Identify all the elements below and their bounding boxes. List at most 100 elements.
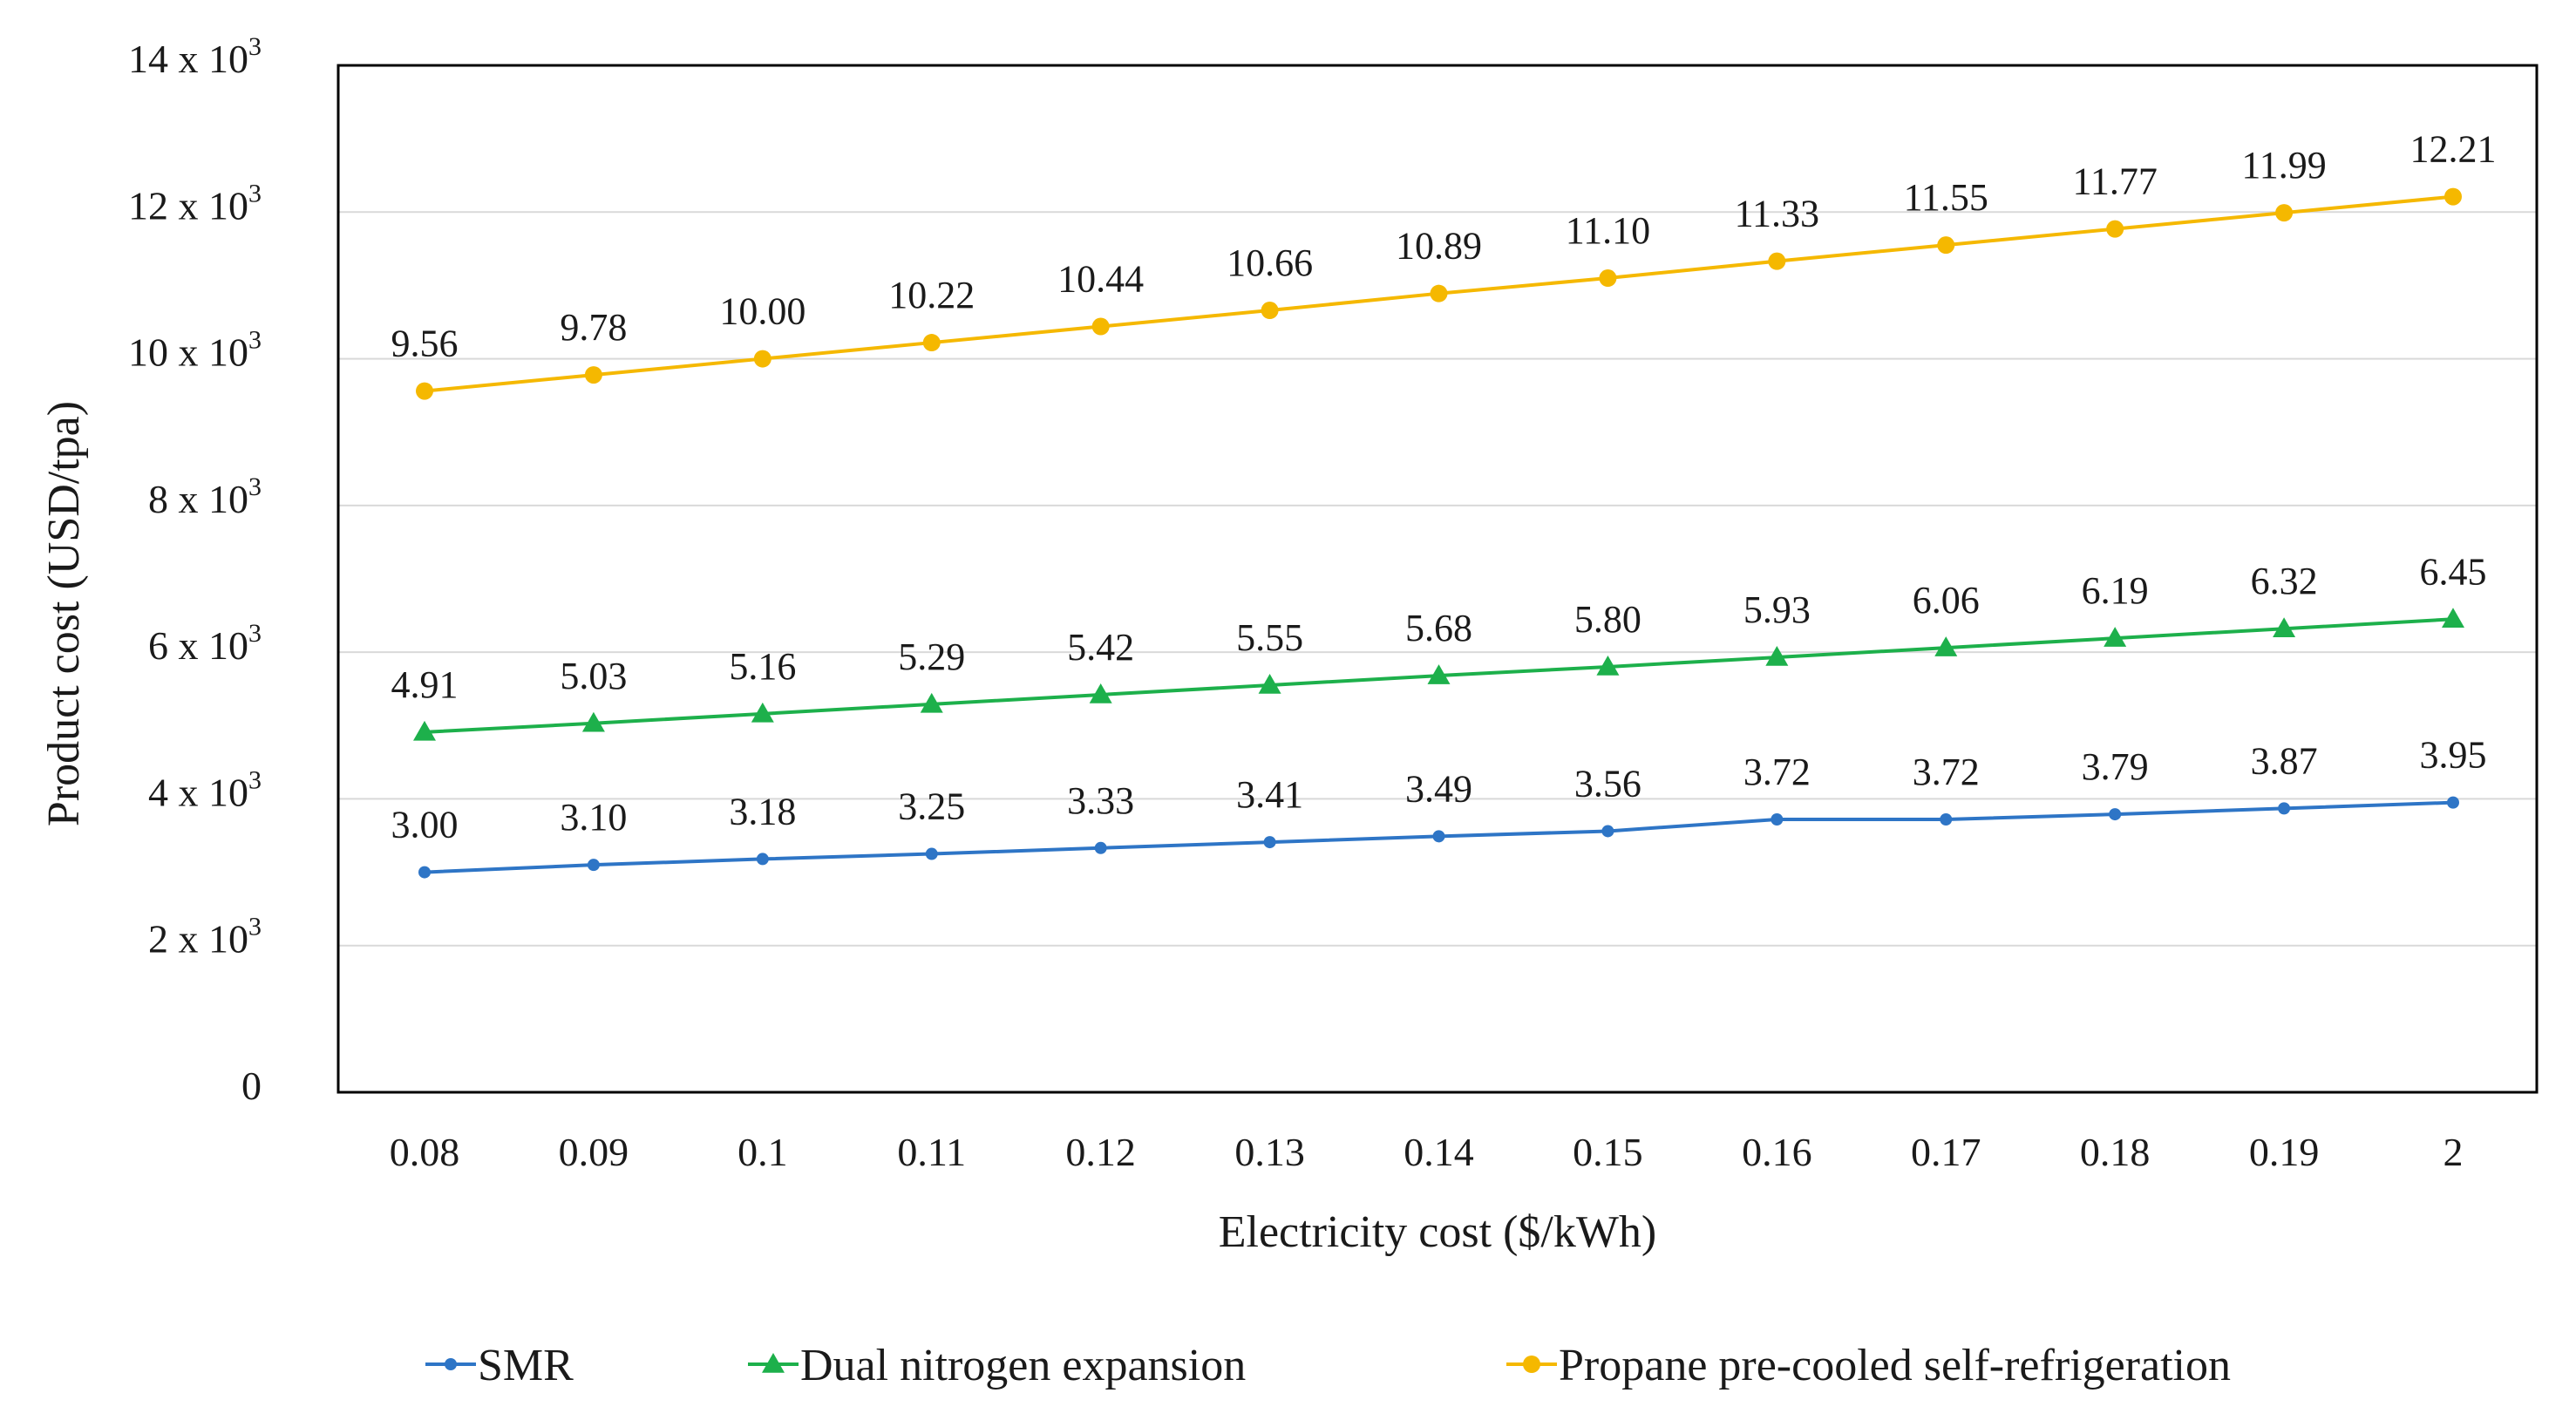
data-label: 3.72 <box>1913 751 1980 793</box>
data-point <box>1599 269 1617 288</box>
data-label: 3.00 <box>391 804 459 846</box>
data-point <box>2442 608 2464 629</box>
y-axis-title: Product cost (USD/tpa) <box>39 401 89 826</box>
data-point <box>920 692 943 713</box>
legend-marker <box>445 1358 457 1370</box>
x-axis-title: Electricity cost ($/kWh) <box>1219 1207 1656 1257</box>
data-point <box>587 859 600 872</box>
legend-entry: SMR <box>425 1341 574 1390</box>
data-label: 5.03 <box>560 655 627 697</box>
data-point <box>751 702 774 723</box>
data-label: 9.56 <box>391 323 459 365</box>
data-point <box>413 720 436 741</box>
data-label: 3.95 <box>2420 734 2487 777</box>
legend: SMR Dual nitrogen expansion Propane pre-co… <box>425 1341 2231 1390</box>
y-axis-ticks: 0 2 x 103 4 x 103 6 x 103 8 x 103 10 x 103 12 … <box>128 32 262 1108</box>
data-point <box>2278 802 2291 815</box>
y-tick-label: 0 <box>241 1063 262 1108</box>
x-tick-label: 0.11 <box>897 1130 966 1174</box>
series-1 <box>418 796 2459 879</box>
data-point <box>1940 812 1953 826</box>
data-point <box>584 366 602 384</box>
data-label: 9.78 <box>560 306 627 349</box>
data-point <box>1261 302 1279 320</box>
data-label: 3.41 <box>1236 773 1303 816</box>
data-point <box>581 711 605 732</box>
data-label: 3.87 <box>2251 739 2318 782</box>
data-label: 3.56 <box>1574 762 1641 805</box>
x-tick-label: 0.08 <box>390 1130 460 1174</box>
data-point <box>925 847 938 860</box>
data-label: 6.32 <box>2251 560 2318 602</box>
data-point <box>922 334 941 352</box>
x-tick-label: 0.19 <box>2249 1130 2320 1174</box>
data-label: 11.33 <box>1735 193 1819 235</box>
data-point <box>2106 220 2124 238</box>
y-tick-label: 4 x 103 <box>148 765 262 814</box>
y-tick-label: 10 x 103 <box>128 326 262 375</box>
data-label: 5.68 <box>1405 607 1472 649</box>
data-label: 3.18 <box>729 790 796 832</box>
x-tick-label: 0.15 <box>1573 1130 1643 1174</box>
legend-label: Dual nitrogen expansion <box>800 1341 1246 1390</box>
data-labels: 3.00 3.10 3.18 3.25 3.33 3.41 3.49 3.56 3.72 3.72… <box>391 128 2497 846</box>
data-label: 3.33 <box>1067 779 1134 822</box>
data-point <box>1263 836 1276 849</box>
data-point <box>1768 252 1786 270</box>
data-label: 3.72 <box>1743 751 1811 793</box>
data-label: 3.25 <box>898 785 965 828</box>
x-tick-label: 0.12 <box>1065 1130 1136 1174</box>
data-label: 10.66 <box>1227 241 1313 284</box>
x-tick-label: 0.16 <box>1742 1130 1812 1174</box>
data-point <box>1427 664 1451 684</box>
y-tick-label: 6 x 103 <box>148 619 262 668</box>
data-point <box>1937 236 1955 255</box>
data-label: 5.16 <box>729 645 796 688</box>
data-label: 3.49 <box>1405 767 1472 810</box>
legend-entry: Propane pre-cooled self-refrigeration <box>1506 1341 2231 1390</box>
plot-area-frame <box>336 64 2539 1094</box>
data-point <box>1596 655 1620 676</box>
data-label: 10.00 <box>719 290 805 333</box>
data-point <box>2104 627 2127 647</box>
data-point <box>2444 187 2462 206</box>
data-label: 10.44 <box>1057 258 1144 301</box>
data-point <box>2275 204 2294 222</box>
data-label: 5.93 <box>1743 588 1811 631</box>
data-point <box>1765 646 1789 666</box>
data-point <box>2447 796 2459 809</box>
data-label: 6.45 <box>2420 550 2487 593</box>
x-tick-label: 0.09 <box>559 1130 629 1174</box>
data-point <box>756 853 769 866</box>
y-tick-label: 14 x 103 <box>128 32 262 81</box>
data-label: 11.77 <box>2072 160 2157 203</box>
data-point <box>1771 812 1784 826</box>
data-point <box>418 866 431 879</box>
gridlines <box>338 211 2537 947</box>
x-tick-label: 0.14 <box>1404 1130 1474 1174</box>
series-lines <box>413 187 2464 879</box>
data-label: 5.42 <box>1067 626 1134 669</box>
y-tick-label: 12 x 103 <box>128 179 262 228</box>
x-tick-label: 0.13 <box>1234 1130 1305 1174</box>
y-tick-label: 8 x 103 <box>148 472 262 521</box>
data-label: 3.79 <box>2082 745 2149 788</box>
legend-entry: Dual nitrogen expansion <box>748 1341 1246 1390</box>
data-label: 10.22 <box>888 274 975 316</box>
x-tick-label: 0.17 <box>1911 1130 1981 1174</box>
data-point <box>2273 617 2296 637</box>
data-point <box>1601 825 1614 838</box>
data-point <box>1934 636 1958 656</box>
data-label: 10.89 <box>1396 225 1482 268</box>
legend-label: Propane pre-cooled self-refrigeration <box>1559 1341 2231 1390</box>
data-label: 12.21 <box>2410 128 2497 171</box>
data-label: 4.91 <box>391 663 459 706</box>
data-label: 11.99 <box>2241 144 2326 187</box>
data-label: 6.19 <box>2082 569 2149 612</box>
data-point <box>1089 683 1112 703</box>
legend-marker <box>762 1353 785 1373</box>
legend-label: SMR <box>478 1341 574 1390</box>
x-axis-ticks: 0.08 0.09 0.1 0.11 0.12 0.13 0.14 0.15 0.16 0.17 0… <box>390 1130 2464 1174</box>
data-label: 11.55 <box>1904 176 1988 219</box>
